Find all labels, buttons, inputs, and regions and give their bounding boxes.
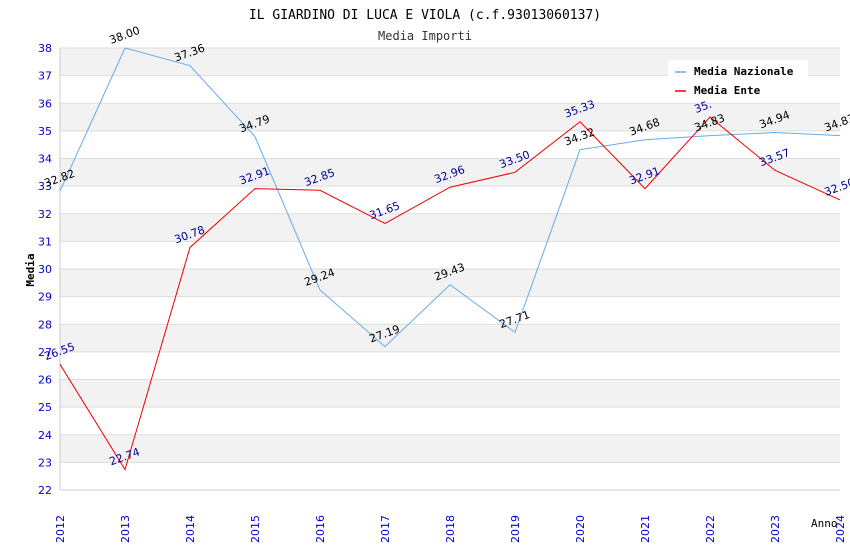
plot-bands bbox=[60, 48, 840, 463]
x-tick-labels: 2012 2013 2014 2015 2016 2017 2018 2019 2020 2021… bbox=[54, 515, 847, 543]
legend-label-media-nazionale: Media Nazionale bbox=[694, 65, 794, 78]
x-tick-label: 2020 bbox=[574, 515, 587, 543]
y-tick-label: 38 bbox=[38, 42, 52, 55]
plot-band bbox=[60, 379, 840, 408]
y-tick-label: 29 bbox=[38, 291, 52, 304]
y-tick-label: 32 bbox=[38, 208, 52, 221]
grid-lines bbox=[60, 47, 840, 491]
data-label: 38.00 bbox=[108, 24, 142, 47]
legend-label-media-ente: Media Ente bbox=[694, 84, 761, 97]
x-tick-label: 2012 bbox=[54, 515, 67, 543]
series-lines bbox=[59, 47, 841, 471]
y-tick-label: 31 bbox=[38, 235, 52, 248]
x-tick-label: 2021 bbox=[639, 515, 652, 543]
plot-band bbox=[60, 434, 840, 463]
plot-band bbox=[60, 269, 840, 297]
x-tick-label: 2014 bbox=[184, 515, 197, 543]
data-label: 35. bbox=[693, 98, 714, 116]
x-axis-label: Anno bbox=[811, 517, 838, 530]
plot-band bbox=[60, 213, 840, 242]
y-tick-label: 33 bbox=[38, 180, 52, 193]
y-tick-labels: 22 23 24 25 26 27 28 29 30 31 32 33 34 35 36 37 38 bbox=[38, 42, 52, 497]
series-line-media-ente bbox=[59, 116, 841, 471]
legend-box bbox=[668, 60, 808, 100]
y-axis-label: Media bbox=[24, 253, 37, 286]
series-line-media-nazionale bbox=[59, 47, 841, 348]
x-tick-label: 2015 bbox=[249, 515, 262, 543]
y-tick-label: 24 bbox=[38, 429, 52, 442]
y-tick-label: 28 bbox=[38, 318, 52, 331]
x-tick-label: 2016 bbox=[314, 515, 327, 543]
legend: Media Nazionale Media Ente bbox=[668, 60, 808, 100]
chart-title: IL GIARDINO DI LUCA E VIOLA (c.f.9301306… bbox=[249, 8, 601, 23]
y-tick-label: 35 bbox=[38, 125, 52, 138]
y-tick-label: 27 bbox=[38, 346, 52, 359]
y-tick-label: 34 bbox=[38, 153, 52, 166]
x-tick-label: 2017 bbox=[379, 515, 392, 543]
y-tick-label: 22 bbox=[38, 484, 52, 497]
x-tick-label: 2023 bbox=[769, 515, 782, 543]
y-tick-label: 30 bbox=[38, 263, 52, 276]
y-tick-label: 37 bbox=[38, 70, 52, 83]
x-tick-label: 2022 bbox=[704, 515, 717, 543]
x-tick-label: 2018 bbox=[444, 515, 457, 543]
y-tick-label: 26 bbox=[38, 374, 52, 387]
x-tick-label: 2024 bbox=[834, 515, 847, 543]
x-tick-label: 2019 bbox=[509, 515, 522, 543]
y-tick-label: 36 bbox=[38, 97, 52, 110]
x-tick-label: 2013 bbox=[119, 515, 132, 543]
chart-subtitle: Media Importi bbox=[378, 29, 472, 43]
y-tick-label: 23 bbox=[38, 456, 52, 469]
plot-band bbox=[60, 158, 840, 187]
y-tick-label: 25 bbox=[38, 401, 52, 414]
plot-band bbox=[60, 324, 840, 352]
